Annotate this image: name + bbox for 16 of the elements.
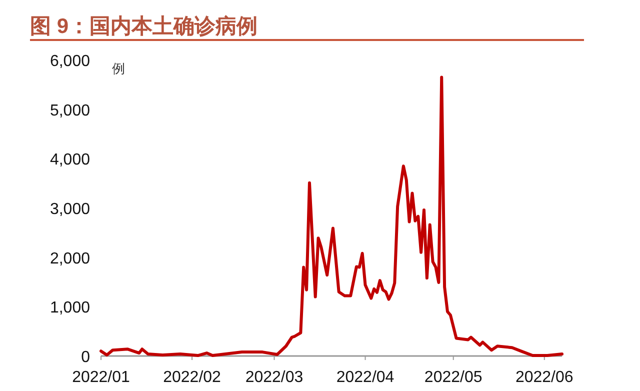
x-tick-label: 2022/04 <box>336 369 394 386</box>
x-tick-label: 2022/03 <box>245 369 304 386</box>
x-tick-label: 2022/01 <box>72 369 130 386</box>
y-tick-label: 5,000 <box>50 102 90 120</box>
y-axis-title: 例 <box>112 61 125 76</box>
line-series <box>100 76 564 358</box>
chart-title: 图 9：国内本土确诊病例 <box>30 14 258 38</box>
y-tick-label: 0 <box>81 349 90 366</box>
y-tick-label: 2,000 <box>50 250 90 268</box>
y-tick-label: 3,000 <box>50 201 90 218</box>
y-tick-label: 6,000 <box>50 53 90 70</box>
x-tick-label: 2022/02 <box>163 369 222 386</box>
y-tick-label: 4,000 <box>50 152 90 169</box>
x-tick-label: 2022/05 <box>424 369 482 386</box>
x-tick-label: 2022/06 <box>515 369 574 386</box>
y-tick-label: 1,000 <box>50 300 90 317</box>
